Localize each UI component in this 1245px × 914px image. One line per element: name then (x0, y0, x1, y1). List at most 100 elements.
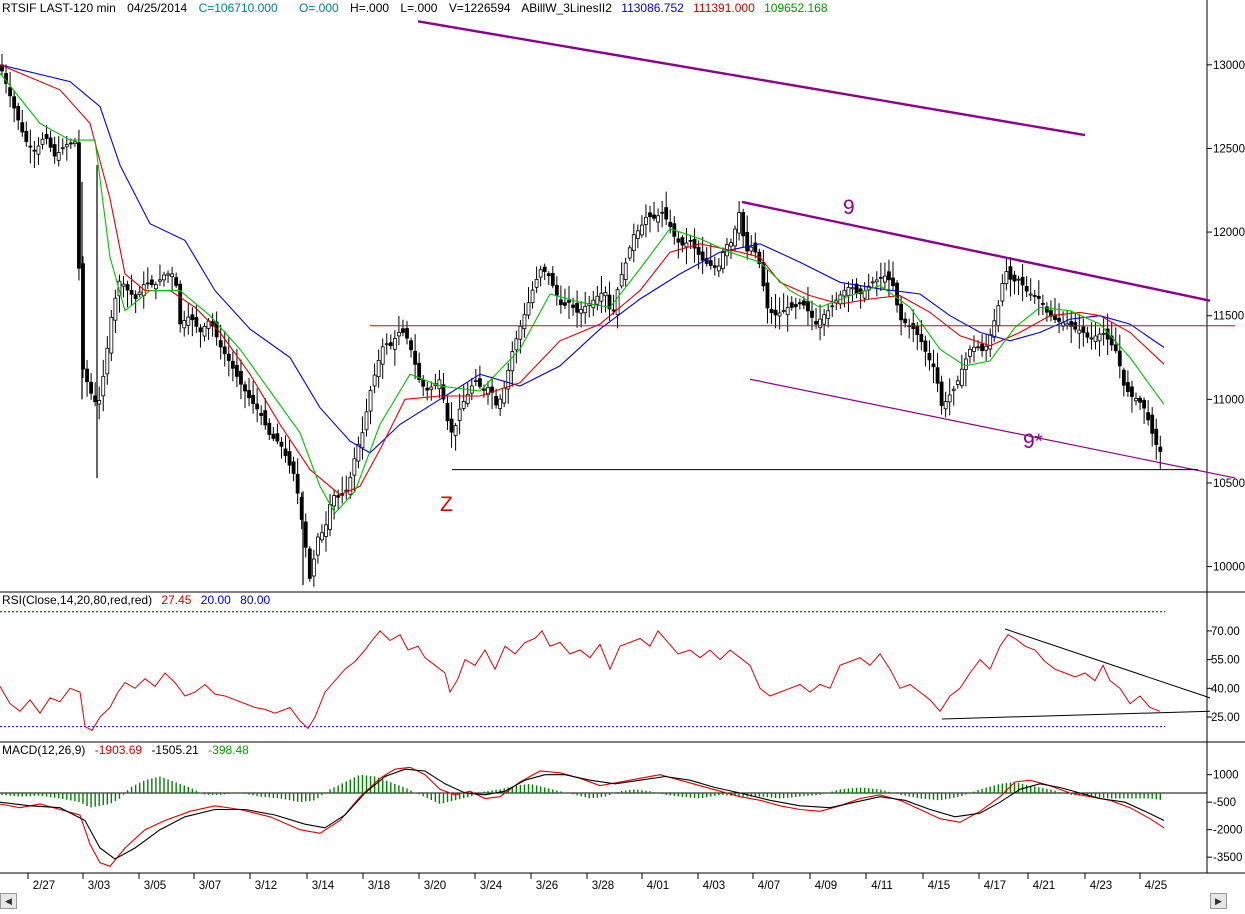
trendline-purple (741, 200, 1211, 302)
candle-body-down (563, 302, 567, 306)
macd-tick-label: -2000 (1213, 825, 1242, 837)
candle-body-up (453, 425, 458, 436)
candle-body-down (546, 273, 551, 277)
candle-body-up (534, 278, 539, 288)
candle-body-up (846, 287, 851, 296)
scroll-left-button[interactable]: ◀ (0, 893, 17, 909)
candle-body-up (506, 370, 511, 390)
macd-label: MACD(12,26,9) (2, 743, 85, 757)
candle-body-up (461, 401, 466, 409)
candle-body-up (380, 346, 385, 365)
candle-body-down (676, 238, 681, 243)
candle-body-down (550, 273, 555, 286)
candle-body-up (473, 380, 478, 382)
candle-body-down (1130, 386, 1134, 397)
candle-body-down (769, 308, 774, 314)
candle-body-up (656, 215, 660, 223)
candle-body-up (1065, 323, 1070, 326)
hist-value: -398.48 (208, 743, 249, 757)
price-tick-label: 11000 (1213, 394, 1244, 406)
candle-body-down (234, 364, 239, 377)
candle-body-down (810, 310, 814, 318)
candle-body-up (530, 289, 535, 304)
candle-body-down (20, 122, 25, 133)
candle-body-up (1000, 283, 1005, 302)
candle-body-down (1040, 302, 1045, 305)
ma-line-blue (0, 64, 1165, 454)
candle-body-up (392, 338, 397, 350)
candle-body-up (518, 325, 523, 340)
candle-body-down (271, 433, 276, 439)
candle-body-down (927, 352, 932, 361)
candle-body-up (955, 380, 960, 385)
candle-body-down (806, 301, 810, 312)
candle-body-down (1008, 266, 1013, 280)
candle-body-up (992, 320, 997, 338)
candle-body-down (295, 473, 300, 494)
candle-body-down (494, 396, 499, 406)
candle-body-up (324, 524, 328, 537)
candle-body-down (283, 448, 288, 457)
candle-body-up (968, 348, 972, 357)
candle-body-down (222, 346, 227, 355)
time-tick-label: 4/21 (1033, 880, 1055, 892)
candle-body-up (166, 273, 170, 276)
candle-body-down (259, 412, 264, 416)
macd-tick-label: -500 (1213, 797, 1236, 809)
candle-body-down (797, 302, 802, 305)
time-tick-label: 4/03 (703, 880, 725, 892)
candle-body-down (753, 242, 758, 253)
candle-body-down (802, 300, 806, 306)
candle-body-down (449, 418, 454, 433)
candle-body-down (919, 334, 924, 343)
signal-value: -1505.21 (151, 743, 199, 757)
candle-body-up (583, 306, 588, 314)
ma-line-red (0, 64, 1165, 496)
candle-body-up (631, 234, 636, 251)
candle-body-down (903, 318, 908, 324)
candle-body-down (1045, 306, 1049, 313)
candle-body-up (627, 247, 632, 259)
candle-body-up (384, 343, 389, 346)
time-tick-label: 2/27 (33, 880, 55, 892)
scroll-right-button[interactable]: ▶ (1210, 893, 1227, 909)
candle-body-up (660, 211, 665, 214)
candle-body-up (368, 390, 373, 412)
time-tick-label: 4/07 (758, 880, 780, 892)
candle-body-down (765, 282, 770, 309)
candle-body-down (279, 441, 284, 447)
candle-body-down (607, 294, 612, 310)
ma-line-green (0, 72, 1165, 515)
price-tick-label: 11500 (1213, 311, 1244, 323)
candle-body-up (1089, 337, 1094, 340)
candle-body-down (401, 328, 405, 333)
candle-body-up (988, 334, 993, 350)
candle-body-down (1126, 382, 1130, 392)
header-line2-value: 111391.000 (693, 1, 755, 15)
candle-body-down (575, 302, 579, 313)
candle-body-down (1032, 295, 1037, 297)
candle-body-down (542, 266, 547, 272)
candle-body-down (899, 303, 903, 321)
candle-body-up (870, 281, 875, 284)
time-tick-label: 3/12 (255, 880, 277, 892)
rsi-tick-label: 70.00 (1211, 626, 1240, 638)
candle-body-up (603, 292, 608, 297)
candle-body-down (680, 237, 685, 246)
time-tick-label: 4/23 (1090, 880, 1112, 892)
candle-body-down (32, 149, 37, 152)
time-tick-label: 3/05 (144, 880, 166, 892)
candle-body-up (976, 346, 980, 349)
candle-body-down (559, 299, 563, 306)
candle-body-down (1036, 295, 1041, 299)
time-tick-label: 4/17 (984, 880, 1006, 892)
candle-body-up (1101, 332, 1106, 335)
candle-body-down (425, 387, 430, 391)
candle-body-down (190, 314, 195, 321)
header-indicator: ABillW_3LinesII2 (521, 1, 612, 15)
candle-body-up (640, 224, 644, 236)
rsi-high-level: 80.00 (240, 593, 270, 607)
candle-body-up (733, 228, 737, 247)
rsi-trendline (1004, 628, 1211, 699)
candle-body-down (445, 402, 450, 422)
